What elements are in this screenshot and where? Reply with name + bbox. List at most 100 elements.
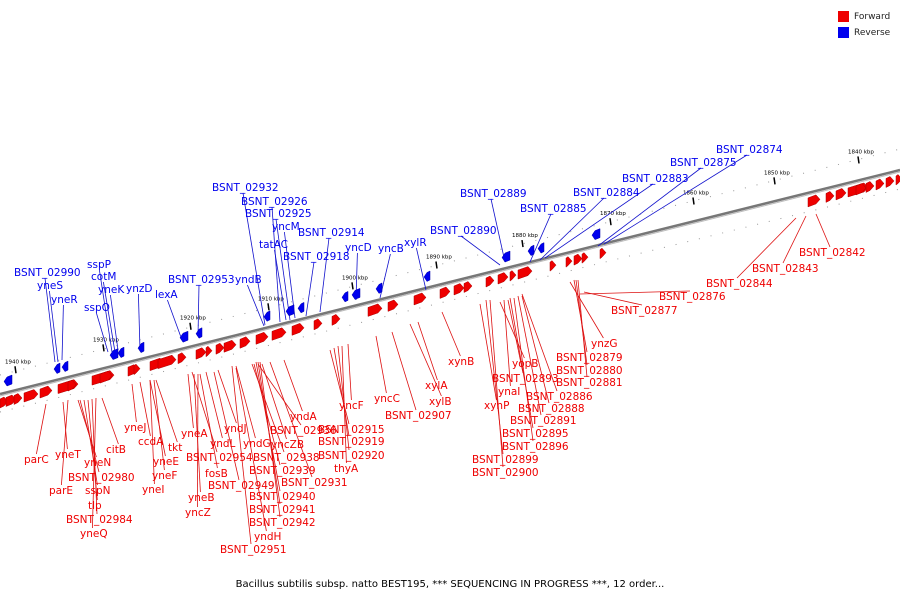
kbp-tick-label: 1880 kbp xyxy=(512,233,538,239)
forward-gene-label: BSNT_02895 xyxy=(502,428,569,440)
kbp-tick xyxy=(857,156,860,164)
forward-gene-label: BSNT_02896 xyxy=(502,441,569,453)
kbp-tick xyxy=(773,177,776,185)
leader-line xyxy=(460,235,501,266)
forward-swatch xyxy=(838,11,849,22)
reverse-swatch xyxy=(838,27,849,38)
reverse-gene-arrow xyxy=(117,346,125,358)
forward-gene-label: BSNT_02899 xyxy=(472,454,539,466)
forward-gene-arrow xyxy=(565,256,573,268)
leader-line xyxy=(235,365,256,439)
reverse-gene-arrow xyxy=(263,310,271,322)
forward-gene-arrow xyxy=(835,188,847,201)
forward-gene-label: parC xyxy=(24,454,49,466)
kbp-tick xyxy=(692,197,695,205)
leader-line xyxy=(489,299,504,468)
forward-gene-arrow xyxy=(549,260,557,272)
forward-gene-arrow xyxy=(453,283,465,296)
reverse-gene-arrow xyxy=(179,330,189,343)
legend-item-reverse: Reverse xyxy=(838,25,898,40)
forward-gene-label: BSNT_02877 xyxy=(611,305,678,317)
leader-line xyxy=(213,371,240,481)
forward-gene-arrow xyxy=(177,352,187,365)
forward-gene-label: BSNT_02949 xyxy=(208,480,275,492)
kbp-tick-label: 1860 kbp xyxy=(683,191,709,197)
kbp-tick xyxy=(351,282,354,290)
forward-gene-label: yneQ xyxy=(80,528,108,540)
leader-line xyxy=(815,213,831,248)
reverse-gene-label: xylR xyxy=(404,237,427,249)
forward-gene-label: BSNT_02938 xyxy=(253,452,320,464)
leader-line xyxy=(235,367,267,532)
forward-gene-arrow xyxy=(331,314,341,326)
leader-line xyxy=(513,297,534,442)
reverse-gene-label: BSNT_02885 xyxy=(520,203,587,215)
leader-line xyxy=(251,363,285,453)
forward-gene-arrow xyxy=(875,178,885,191)
kbp-tick xyxy=(14,366,17,374)
reverse-gene-label: cotM xyxy=(91,271,116,283)
leader-line xyxy=(341,345,347,464)
leader-line xyxy=(199,373,218,469)
forward-gene-label: BSNT_02876 xyxy=(659,291,726,303)
forward-gene-label: BSNT_02843 xyxy=(752,263,819,275)
forward-gene-arrow xyxy=(223,339,237,353)
leader-line xyxy=(99,269,113,353)
leader-line xyxy=(62,401,68,450)
leader-line xyxy=(231,365,252,545)
forward-gene-label: yndL xyxy=(210,438,236,450)
leader-line xyxy=(544,183,654,259)
reverse-gene-arrow xyxy=(423,270,431,282)
leader-line xyxy=(217,369,237,424)
forward-gene-label: BSNT_02886 xyxy=(526,391,593,403)
forward-gene-label: BSNT_02844 xyxy=(706,278,773,290)
forward-gene-label: BSNT_02907 xyxy=(385,410,452,422)
leader-line xyxy=(61,399,69,486)
leader-line xyxy=(577,279,588,378)
gene-arrows xyxy=(0,174,900,409)
leader-line xyxy=(247,284,265,327)
kbp-tick-label: 1920 kbp xyxy=(180,316,206,322)
leader-line xyxy=(507,299,524,374)
legend-label: Reverse xyxy=(854,27,891,38)
leader-line xyxy=(305,261,315,317)
leader-line xyxy=(153,379,165,471)
reverse-gene-label: BSNT_02884 xyxy=(573,187,640,199)
reverse-gene-arrow xyxy=(285,304,295,317)
reverse-gene-arrow xyxy=(527,244,535,256)
leader-line xyxy=(521,293,558,392)
reverse-gene-arrow xyxy=(53,362,61,374)
forward-gene-label: ynzG xyxy=(591,338,618,350)
reverse-gene-label: BSNT_02926 xyxy=(241,196,308,208)
reverse-gene-label: BSNT_02918 xyxy=(283,251,350,263)
reverse-gene-label: BSNT_02889 xyxy=(460,188,527,200)
leader-line xyxy=(603,154,748,245)
leader-line xyxy=(101,397,119,445)
forward-gene-label: parE xyxy=(49,485,73,497)
leader-line xyxy=(259,361,281,518)
forward-gene-arrow xyxy=(439,286,451,299)
forward-gene-label: BSNT_02939 xyxy=(249,465,316,477)
reverse-gene-arrow xyxy=(341,290,349,303)
reverse-gene-label: sspP xyxy=(87,259,111,271)
reverse-gene-arrow xyxy=(297,301,305,314)
forward-gene-label: BSNT_02842 xyxy=(799,247,866,259)
forward-gene-label: yncC xyxy=(374,393,400,405)
kbp-tick xyxy=(609,218,612,226)
kbp-tick xyxy=(267,303,270,311)
leader-line xyxy=(271,206,281,323)
kbp-tick-label: 1930 kbp xyxy=(93,337,119,343)
forward-gene-label: ccdA xyxy=(138,436,164,448)
leader-line xyxy=(103,281,116,353)
kbp-tick-label: 1910 kbp xyxy=(258,296,284,302)
leader-line xyxy=(409,323,442,397)
leader-line xyxy=(155,379,178,443)
forward-gene-label: BSNT_02919 xyxy=(318,436,385,448)
reverse-gene-label: BSNT_02925 xyxy=(245,208,312,220)
forward-gene-label: citB xyxy=(106,444,126,456)
forward-gene-label: yneA xyxy=(181,428,208,440)
forward-gene-arrow xyxy=(13,393,23,405)
leader-line xyxy=(583,291,643,306)
kbp-tick xyxy=(102,344,105,352)
